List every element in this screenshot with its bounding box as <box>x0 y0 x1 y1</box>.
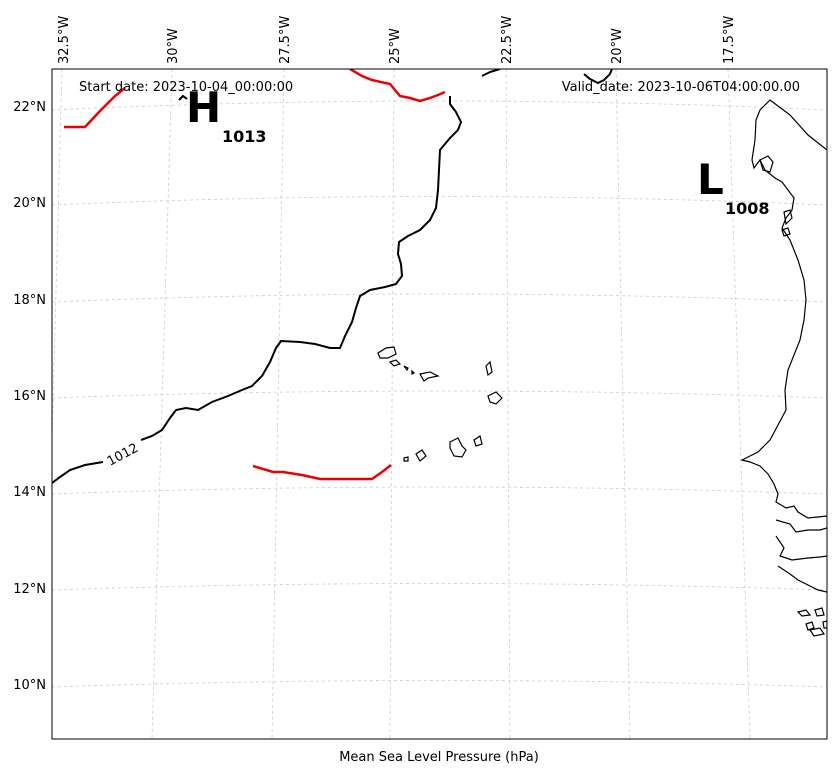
highlight-isobars <box>64 69 446 481</box>
lat-tick: 22°N <box>13 100 46 115</box>
isobars <box>52 69 613 484</box>
lon-tick: 17.5°W <box>722 16 737 64</box>
isobar-label-1012: 1012 <box>105 441 141 470</box>
low-pressure-value: 1008 <box>725 199 770 218</box>
lat-tick: 18°N <box>13 293 46 308</box>
graticule <box>52 69 827 739</box>
map-frame <box>51 68 828 740</box>
start-date: Start date: 2023-10-04_00:00:00 <box>79 80 293 95</box>
lon-tick: 20°W <box>610 28 625 64</box>
lat-tick: 10°N <box>13 678 46 693</box>
lon-tick: 32.5°W <box>57 16 72 64</box>
x-axis-label: Mean Sea Level Pressure (hPa) <box>339 750 539 765</box>
lat-tick: 12°N <box>13 582 46 597</box>
lon-tick: 27.5°W <box>278 16 293 64</box>
high-pressure-value: 1013 <box>222 127 267 146</box>
valid-date: Valid_date: 2023-10-06T04:00:00.00 <box>562 80 800 95</box>
coastline <box>377 99 827 637</box>
lon-tick: 22.5°W <box>500 16 515 64</box>
low-pressure-symbol: L <box>697 155 724 204</box>
lat-tick: 14°N <box>13 485 46 500</box>
lat-tick: 20°N <box>13 196 46 211</box>
lon-tick: 30°W <box>166 28 181 64</box>
high-pressure-symbol: H <box>186 83 221 132</box>
lon-tick: 25°W <box>388 28 403 64</box>
latitude-ticks: 22°N 20°N 18°N 16°N 14°N 12°N 10°N <box>13 100 46 693</box>
longitude-ticks: 32.5°W 30°W 27.5°W 25°W 22.5°W 20°W 17.5… <box>57 16 737 64</box>
lat-tick: 16°N <box>13 389 46 404</box>
